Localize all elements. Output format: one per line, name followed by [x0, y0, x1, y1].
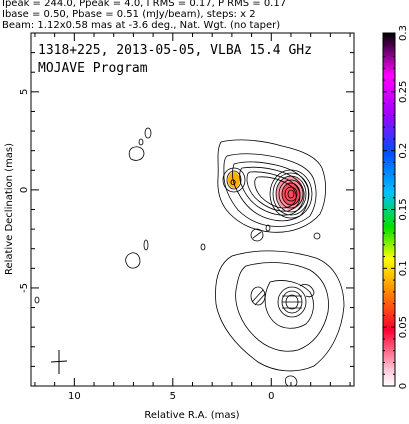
y-tick-label: 5 [19, 89, 30, 95]
colorbar-tick-label: 0.1 [398, 260, 409, 276]
core-contour-1 [269, 169, 313, 219]
header-line-3: Beam: 1.12x0.58 mas at -3.6 deg., Nat. W… [2, 20, 281, 31]
contour-blob-left-1 [144, 127, 152, 139]
contour-south-hook [299, 284, 315, 298]
contour-south-lobe [250, 286, 266, 306]
contour-south-inner-2 [277, 286, 307, 318]
contour-south-outer-1 [215, 250, 345, 372]
plot-title: 1318+225, 2013-05-05, VLBA 15.4 GHz [38, 43, 312, 58]
core-contour-3 [275, 175, 307, 213]
contour-blob-left-2 [128, 146, 145, 161]
colorbar-tick-label: 0.05 [398, 316, 409, 338]
colorbar-tick-label: 0.15 [398, 198, 409, 220]
colorbar-tick-label: 0 [398, 383, 409, 389]
knot-contour-1 [222, 167, 246, 193]
contour-south-inner-1 [264, 280, 314, 329]
core-contour-7 [287, 189, 295, 199]
knot-color-blob [228, 172, 240, 188]
colorbar-tick-label: 0.3 [398, 25, 409, 41]
y-axis-tick-labels: 5 0 -5 [19, 89, 30, 293]
core-contour-6 [284, 186, 298, 202]
colorbar-tick-label: 0.2 [398, 143, 409, 159]
colorbar-tick-label: 0.25 [398, 81, 409, 103]
y-tick-label: 0 [19, 187, 30, 193]
knot-contour-marker: o [230, 177, 236, 188]
contour-blob-mid-2 [313, 232, 321, 240]
contour-blob-west-2 [143, 239, 149, 251]
y-axis-ticks [31, 32, 354, 387]
contour-outer-2 [223, 153, 317, 227]
x-tick-label: 10 [68, 391, 81, 402]
core-contour-2 [272, 172, 310, 216]
contour-south-outer-2 [235, 262, 329, 352]
contour-blob-mid-3 [265, 224, 271, 232]
x-tick-label: 5 [170, 391, 176, 402]
contour-blob-west-1 [125, 252, 141, 269]
core-contour-5 [281, 182, 301, 206]
contour-blob-far-west [34, 296, 40, 304]
contour-hatch-mid [252, 231, 262, 239]
contour-bottom-blob [285, 375, 298, 386]
contour-blob-west-3 [200, 243, 206, 251]
x-axis-label: Relative R.A. (mas) [144, 410, 239, 421]
contour-map: o [34, 127, 345, 386]
contour-outer-1 [217, 139, 326, 233]
beam-marker [50, 350, 68, 374]
contour-blob-left-3 [138, 138, 144, 146]
header-line-1: Ipeak = 244.0, Ppeak = 4.0, I RMS = 0.17… [2, 0, 287, 9]
x-axis-tick-labels: 10 5 0 [68, 391, 275, 402]
y-axis-label: Relative Declination (mas) [4, 143, 15, 275]
colorbar-ticks [383, 32, 395, 387]
y-tick-label: -5 [19, 283, 30, 293]
header-line-2: Ibase = 0.50, Pbase = 0.51 (mJy/beam), s… [2, 9, 256, 20]
plot-subtitle: MOJAVE Program [38, 61, 148, 76]
knot-contour-2 [226, 170, 242, 190]
contour-south-lobe-hatch-2 [254, 293, 266, 306]
x-tick-label: 0 [268, 391, 274, 402]
contour-blob-mid-1 [250, 228, 264, 242]
x-axis-ticks [34, 33, 351, 386]
core-contour-4 [278, 179, 304, 209]
contour-south-lobe-hatch-1 [251, 289, 264, 303]
colorbar-tick-labels: 0 0.05 0.1 0.15 0.2 0.25 0.3 [398, 25, 409, 389]
plot-frame [30, 32, 355, 387]
